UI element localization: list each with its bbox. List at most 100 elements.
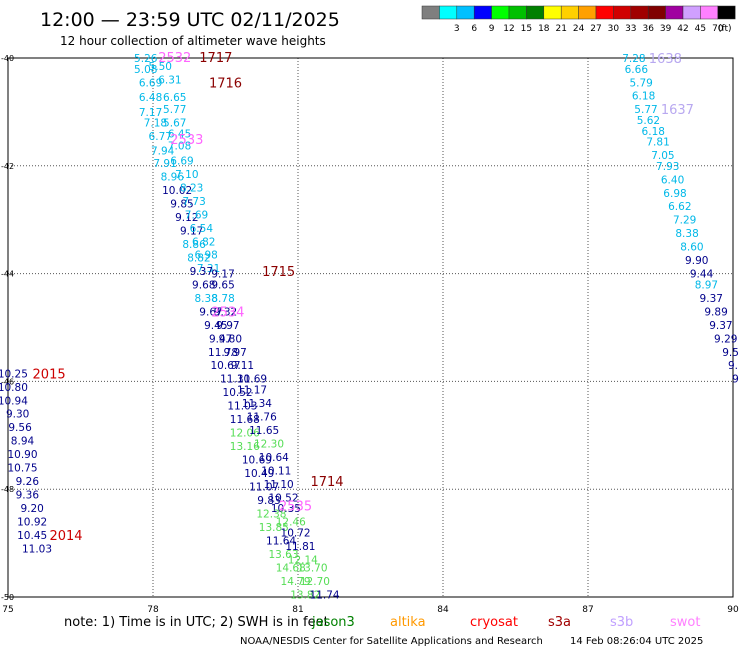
wave-height-value: 9.30 — [6, 409, 29, 421]
satellite-legend: jason3 altika cryosat s3a s3b swot — [311, 615, 700, 630]
x-tick-label: 87 — [582, 605, 593, 615]
satellite-label: swot — [670, 615, 700, 630]
wave-height-value: 5.67 — [163, 118, 186, 130]
legend-tick-label: 42 — [677, 24, 688, 34]
wave-height-value: 11.10 — [264, 479, 294, 491]
legend-tick-label: 27 — [590, 24, 601, 34]
legend-tick-label: 30 — [608, 24, 620, 34]
track-1717: 5.265.085.506.696.316.48 6.657.17 5.777.18… — [134, 53, 340, 601]
wave-height-value: 9.11 — [231, 360, 254, 372]
wave-height-value: 6.69 — [170, 155, 193, 167]
x-tick-label: 78 — [147, 605, 159, 615]
legend-unit: (ft) — [718, 24, 732, 34]
wave-height-value: 11.68 — [230, 414, 260, 426]
wave-height-value: 11.78 — [208, 347, 238, 359]
wave-height-value: 6.62 — [668, 201, 691, 213]
track-2015: 10.2510.8010.949.309.568.9410.9010.759.2… — [0, 368, 52, 555]
legend-swatch — [526, 5, 545, 20]
wave-height-value: 9.5 — [722, 347, 739, 359]
wave-height-value: 7.93 — [656, 161, 679, 173]
legend-swatch — [717, 5, 736, 20]
track-label: 2535 — [279, 499, 312, 514]
legend-tick-label: 33 — [625, 24, 636, 34]
legend-swatch — [700, 5, 719, 20]
track-label: 2533 — [170, 133, 203, 148]
wave-height-value: 12.70 — [300, 576, 330, 588]
wave-height-value: 5.62 — [637, 115, 660, 127]
wave-height-value: 9.90 — [685, 255, 708, 267]
wave-height-value: 8.86 — [182, 239, 206, 251]
wave-height-value: 9.85 — [170, 199, 193, 211]
satellite-label: jason3 — [311, 615, 355, 630]
wave-height-value: 6.40 — [661, 174, 684, 186]
wave-height-value: 12.30 — [254, 438, 284, 450]
wave-height-value: 6.48 — [139, 92, 162, 104]
wave-height-value: 13.85 — [259, 522, 289, 534]
wave-height-value: 9.56 — [8, 422, 32, 434]
wave-height-value: 9.45 — [204, 320, 227, 332]
wave-height-value: 10.25 — [0, 368, 28, 380]
track-label: 2534 — [211, 305, 244, 320]
legend-tick-label: 9 — [489, 24, 495, 34]
track-label: 2532 — [158, 51, 191, 66]
footer-credit: NOAA/NESDIS Center for Satellite Applica… — [240, 636, 543, 647]
wave-height-value: 12.14 — [288, 554, 318, 566]
legend-swatch — [508, 5, 527, 20]
chart-subtitle: 12 hour collection of altimeter wave hei… — [60, 34, 326, 48]
wave-height-value: 9.36 — [16, 490, 40, 502]
chart-title: 12:00 — 23:59 UTC 02/11/2025 — [40, 9, 340, 31]
legend-tick-label: 12 — [503, 24, 514, 34]
wave-height-value: 9.37 — [700, 293, 723, 305]
wave-height-value: 9.26 — [16, 476, 40, 488]
track-label: 1638 — [649, 52, 682, 67]
wave-height-value: 9.68 — [192, 279, 215, 291]
wave-height-value: 9.89 — [704, 306, 727, 318]
wave-height-value: 5.26 — [134, 53, 158, 65]
wave-height-value: 10.92 — [17, 517, 47, 529]
wave-height-value: 9.83 — [257, 495, 280, 507]
wave-height-value: 10.49 — [244, 468, 274, 480]
wave-height-value: 13.63 — [268, 549, 298, 561]
wave-height-value: 10.75 — [7, 463, 37, 475]
wave-height-value: 8.94 — [11, 436, 35, 448]
legend-tick-label: 15 — [521, 24, 532, 34]
wave-height-value: 11.30 — [220, 374, 250, 386]
wave-height-value: 6.65 — [163, 92, 186, 104]
wave-height-value: 9.17 — [211, 269, 234, 281]
footer-note: note: 1) Time is in UTC; 2) SWH is in fe… — [64, 615, 329, 630]
wave-height-value: 9.29 — [714, 333, 737, 345]
wave-height-value: 9.17 — [180, 225, 203, 237]
wave-height-value: 6.98 — [663, 188, 686, 200]
legend-swatch — [682, 5, 701, 20]
wave-height-value: 6.31 — [158, 75, 181, 87]
wave-height-value: 6.66 — [625, 64, 649, 76]
wave-height-value: 10.69 — [242, 455, 272, 467]
wave-height-value: 9. — [728, 360, 738, 372]
wave-height-value: 10.90 — [7, 449, 37, 461]
wave-height-value: 11.03 — [22, 543, 52, 555]
wave-height-value: 9.47 — [209, 333, 232, 345]
wave-height-value: 10.72 — [281, 527, 311, 539]
wave-height-value: 11.17 — [237, 384, 267, 396]
legend-swatch — [578, 5, 597, 20]
wave-height-value: 11.34 — [242, 398, 272, 410]
legend-swatch — [421, 5, 440, 20]
wave-height-value: 6.98 — [194, 250, 217, 262]
wave-height-value: 9.67 — [199, 306, 222, 318]
legend-tick-label: 6 — [471, 24, 477, 34]
wave-height-value: 7.17 — [139, 107, 162, 119]
track-label: 1637 — [661, 103, 694, 118]
wave-height-value: 7.91 — [153, 158, 176, 170]
wave-height-value: 10.80 — [0, 382, 28, 394]
wave-height-value: 7.10 — [175, 169, 198, 181]
wave-height-value: 13.16 — [230, 441, 260, 453]
wave-height-value: 9.12 — [175, 212, 198, 224]
satellite-label: s3a — [548, 615, 571, 630]
x-tick-label: 75 — [2, 605, 13, 615]
wave-height-value: 9 — [732, 374, 739, 386]
wave-height-value: 7.73 — [182, 196, 205, 208]
legend-swatch — [456, 5, 475, 20]
wave-height-value: 5.77 — [634, 104, 657, 116]
wave-height-value: 8.96 — [161, 172, 185, 184]
